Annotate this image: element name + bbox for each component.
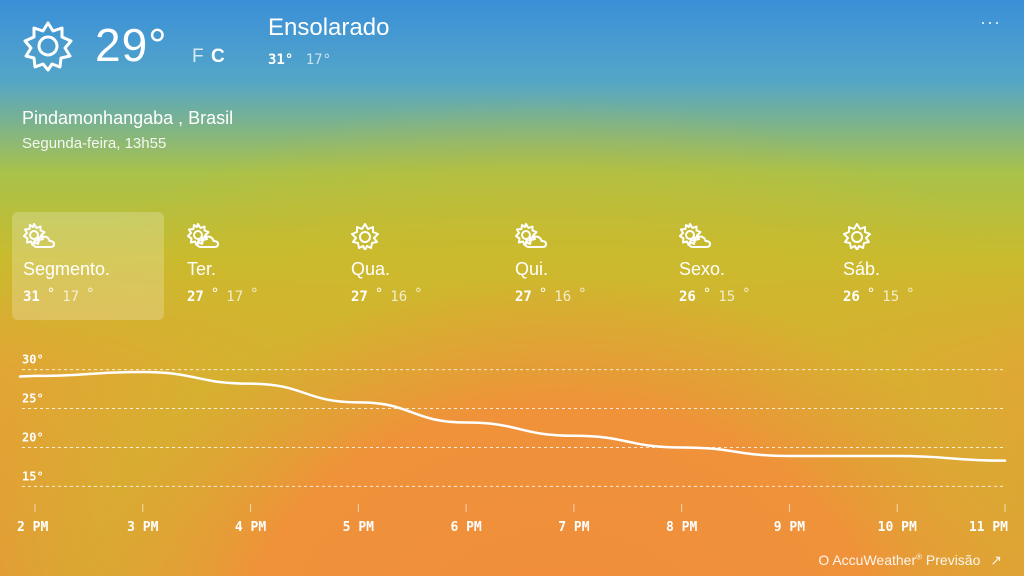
day-high: 27 (187, 289, 204, 305)
current-high: 31° (268, 52, 294, 68)
x-tick-label: 7 PM (558, 520, 589, 535)
footer-suffix: Previsão (922, 552, 981, 568)
day-name: Ter. (187, 259, 217, 279)
degree-mark: ° (250, 286, 259, 302)
day-temperatures: 31 ° 17 ° (23, 286, 102, 305)
x-tick-label: 8 PM (666, 520, 697, 535)
degree-mark: ° (906, 286, 915, 302)
degree-mark: ° (210, 286, 220, 302)
day-high: 31 (23, 289, 40, 305)
day-low: 16 (554, 289, 572, 305)
more-options-button[interactable]: ··· (980, 12, 1001, 32)
degree-mark: ° (742, 286, 751, 302)
sun-icon (23, 21, 73, 72)
x-tick-label: 10 PM (878, 520, 917, 535)
y-tick-label: 30° (22, 353, 44, 367)
degree-mark: ° (414, 286, 423, 302)
day-name: Sexo. (679, 259, 726, 279)
y-tick-label: 15° (22, 469, 44, 483)
day-card[interactable]: Ter. 27 ° 17 ° (176, 212, 328, 320)
degree-mark: ° (86, 286, 95, 302)
y-tick-label: 25° (22, 392, 44, 406)
x-tick-label: 9 PM (774, 520, 805, 535)
current-low: 17° (305, 52, 332, 68)
current-temperature: 29° (95, 19, 168, 71)
day-high: 27 (351, 289, 368, 305)
day-low: 15 (718, 289, 736, 305)
sun-icon (843, 222, 879, 251)
datetime-label: Segunda-feira, 13h55 (22, 135, 167, 152)
degree-mark: ° (702, 286, 712, 302)
partly-cloudy-icon (187, 222, 223, 250)
partly-cloudy-icon (23, 222, 59, 250)
x-tick-label: 5 PM (343, 520, 374, 535)
degree-mark: ° (578, 286, 587, 302)
degree-mark: ° (374, 286, 384, 302)
partly-cloudy-icon (679, 222, 715, 250)
day-temperatures: 26 ° 15 ° (679, 286, 758, 305)
sun-icon (351, 222, 387, 251)
day-high: 26 (679, 289, 696, 305)
degree-mark: ° (538, 286, 548, 302)
x-tick-label: 2 PM (17, 520, 48, 535)
partly-cloudy-icon (515, 222, 551, 250)
x-tick-label: 3 PM (127, 520, 158, 535)
location-label: Pindamonhangaba , Brasil (22, 108, 234, 128)
day-card[interactable]: Sáb. 26 ° 15 ° (832, 212, 984, 320)
day-card[interactable]: Sexo. 26 ° 15 ° (668, 212, 820, 320)
day-card[interactable]: Qua. 27 ° 16 ° (340, 212, 492, 320)
degree-mark: ° (46, 286, 56, 302)
day-high: 26 (843, 289, 860, 305)
day-card[interactable]: Segmento. 31 ° 17 ° (12, 212, 164, 320)
day-temperatures: 26 ° 15 ° (843, 286, 922, 305)
registered-mark: ® (916, 552, 923, 562)
day-low: 17 (62, 289, 80, 305)
current-high-low: 31° 17° (268, 52, 331, 68)
accuweather-forecast-link[interactable]: O AccuWeather® Previsão ↗ (818, 552, 1002, 569)
unit-fahrenheit-toggle[interactable]: F (192, 46, 204, 67)
degree-mark: ° (866, 286, 876, 302)
x-tick-label: 11 PM (969, 520, 1008, 535)
current-condition: Ensolarado (268, 14, 390, 41)
temperature-line (18, 370, 1007, 462)
x-tick-label: 4 PM (235, 520, 266, 535)
day-temperatures: 27 ° 17 ° (187, 286, 266, 305)
x-tick-label: 6 PM (450, 520, 481, 535)
day-low: 17 (226, 289, 244, 305)
unit-celsius-toggle[interactable]: C (211, 46, 225, 67)
y-tick-label: 20° (22, 430, 44, 444)
day-temperatures: 27 ° 16 ° (351, 286, 430, 305)
day-temperatures: 27 ° 16 ° (515, 286, 594, 305)
day-high: 27 (515, 289, 532, 305)
footer-text: O AccuWeather (818, 552, 917, 568)
day-name: Segmento. (23, 259, 111, 279)
day-low: 16 (390, 289, 408, 305)
day-card[interactable]: Qui. 27 ° 16 ° (504, 212, 656, 320)
day-name: Qui. (515, 259, 549, 279)
day-low: 15 (882, 289, 900, 305)
day-name: Qua. (351, 259, 391, 279)
day-name: Sáb. (843, 259, 881, 279)
hourly-temperature-chart: 30° 25° 20° 15° 2 PM 3 PM 4 PM 5 PM 6 PM 7 PM 8 PM… (17, 353, 1008, 535)
external-link-icon: ↗ (990, 552, 1002, 568)
